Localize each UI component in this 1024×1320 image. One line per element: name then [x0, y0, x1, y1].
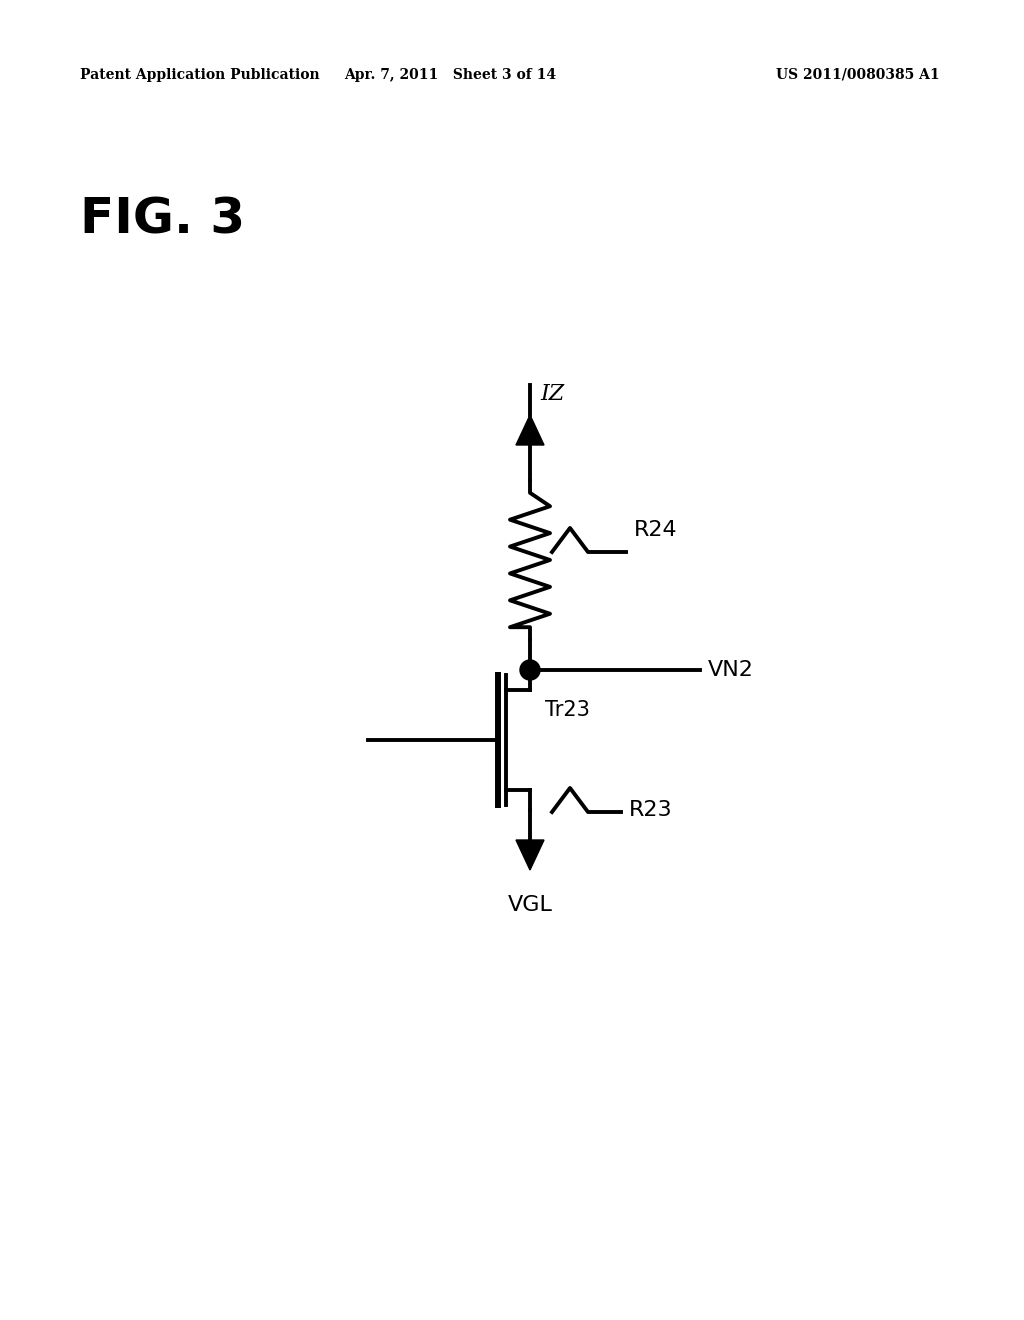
Text: FIG. 3: FIG. 3: [80, 195, 245, 243]
Text: R24: R24: [634, 520, 678, 540]
Text: VGL: VGL: [508, 895, 552, 915]
Polygon shape: [516, 414, 544, 445]
Text: Tr23: Tr23: [545, 700, 590, 719]
Text: IZ: IZ: [540, 383, 564, 405]
Text: Apr. 7, 2011   Sheet 3 of 14: Apr. 7, 2011 Sheet 3 of 14: [344, 69, 556, 82]
Text: R23: R23: [629, 800, 673, 820]
Polygon shape: [516, 840, 544, 870]
Text: Patent Application Publication: Patent Application Publication: [80, 69, 319, 82]
Circle shape: [520, 660, 540, 680]
Text: VN2: VN2: [708, 660, 754, 680]
Text: US 2011/0080385 A1: US 2011/0080385 A1: [776, 69, 940, 82]
